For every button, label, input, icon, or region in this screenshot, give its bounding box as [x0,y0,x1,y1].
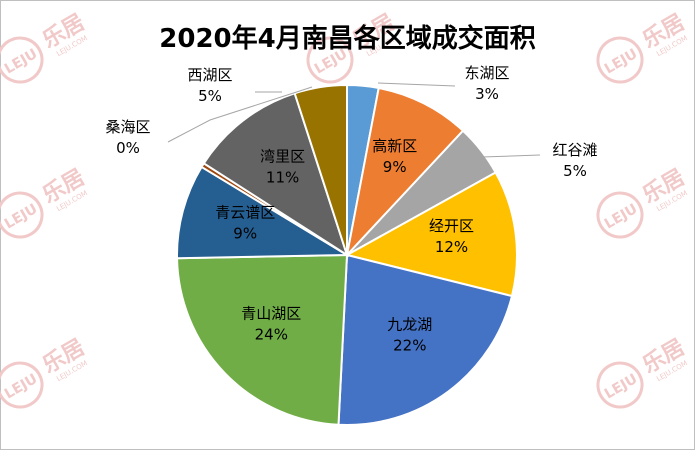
slice-label-7: 桑海区 [105,118,150,136]
slice-percent-9: 5% [198,87,222,105]
leader-lines [167,82,541,158]
slice-label-0: 东湖区 [464,64,509,82]
svg-text:LEJU: LEJU [2,371,40,402]
svg-text:LEJU: LEJU [2,201,40,232]
slice-percent-2: 5% [563,162,587,180]
pie-slices [176,83,518,426]
leader-line-2 [481,154,541,158]
pie-slice-6 [176,165,351,260]
slice-label-4: 九龙湖 [387,316,432,334]
pie-slice-4 [337,253,514,426]
slice-percent-4: 22% [393,337,426,355]
slice-percent-8: 11% [266,169,299,187]
leader-line-7 [167,86,313,143]
leader-line-0 [377,82,456,87]
slice-percent-1: 9% [383,158,407,176]
slice-label-6: 青云谱区 [215,204,275,222]
slice-label-5: 青山湖区 [241,304,301,322]
pie-slice-5 [176,253,349,426]
slice-label-3: 经开区 [429,217,474,235]
slice-label-8: 湾里区 [260,148,305,166]
slice-percent-7: 0% [116,139,140,157]
slice-percent-6: 9% [233,225,257,243]
svg-text:LEJU: LEJU [602,371,640,402]
slice-label-9: 西湖区 [187,66,232,84]
pie-slice-1 [345,86,465,259]
slice-percent-3: 12% [435,238,468,256]
slice-labels: 东湖区 3% 高新区 9% 红谷滩 5% 经开区 12% 九龙湖 22% 青山湖区 24% 青云谱区 9%… [105,64,597,355]
slice-percent-0: 3% [475,85,499,103]
svg-text:LEJU: LEJU [602,201,640,232]
slice-label-1: 高新区 [372,137,417,155]
pie-slice-9 [293,83,348,256]
pie-slice-8 [202,91,349,258]
chart-title: 2020年4月南昌各区域成交面积 [159,24,536,54]
slice-label-2: 红谷滩 [552,141,597,159]
slice-percent-5: 24% [255,325,288,343]
